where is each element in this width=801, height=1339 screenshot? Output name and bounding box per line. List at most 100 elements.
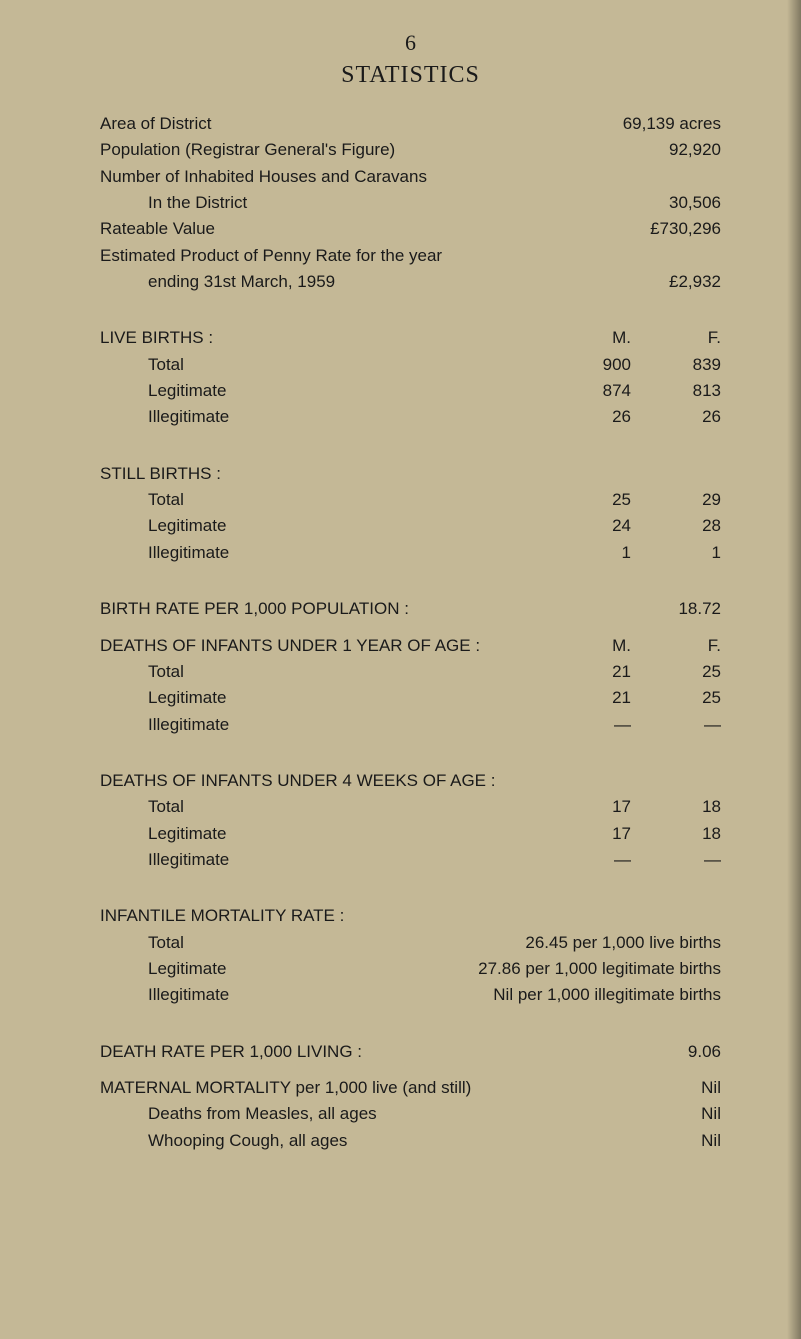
value-area: 69,139 acres — [623, 111, 721, 137]
page-title: STATISTICS — [100, 62, 721, 89]
page-edge-shadow — [787, 0, 801, 1339]
value-f: 18 — [631, 794, 721, 820]
value-f: 28 — [631, 513, 721, 539]
label-whooping: Whooping Cough, all ages — [100, 1128, 347, 1154]
label: Total — [100, 659, 184, 685]
label-birth-rate: BIRTH RATE PER 1,000 POPULATION : — [100, 596, 409, 622]
infant-1y-total: Total 21 25 — [100, 659, 721, 685]
row-whooping: Whooping Cough, all ages Nil — [100, 1128, 721, 1154]
statistics-page: 6 STATISTICS Area of District 69,139 acr… — [0, 0, 801, 1339]
label: Illegitimate — [100, 540, 229, 566]
value-in-district: 30,506 — [669, 190, 721, 216]
value-f: 29 — [631, 487, 721, 513]
still-births-illegitimate: Illegitimate 1 1 — [100, 540, 721, 566]
inf-mortality-legitimate: Legitimate 27.86 per 1,000 legitimate bi… — [100, 956, 721, 982]
value-f: 839 — [631, 352, 721, 378]
label-houses: Number of Inhabited Houses and Caravans — [100, 164, 427, 190]
label: Total — [100, 487, 184, 513]
live-births-total: Total 900 839 — [100, 352, 721, 378]
page-number: 6 — [100, 30, 721, 56]
live-births-illegitimate: Illegitimate 26 26 — [100, 404, 721, 430]
value-f: — — [631, 712, 721, 738]
infant-4w-illegitimate: Illegitimate — — — [100, 847, 721, 873]
label-population: Population (Registrar General's Figure) — [100, 137, 395, 163]
value-m: 25 — [541, 487, 631, 513]
value-m: 21 — [541, 685, 631, 711]
infant-4w-heading-row: DEATHS OF INFANTS UNDER 4 WEEKS OF AGE : — [100, 768, 721, 794]
value-m: 900 — [541, 352, 631, 378]
value-birth-rate: 18.72 — [678, 596, 721, 622]
value-m: — — [541, 712, 631, 738]
live-births-heading: LIVE BIRTHS : — [100, 325, 213, 351]
live-births-heading-row: LIVE BIRTHS : M. F. — [100, 325, 721, 351]
infant-1y-legitimate: Legitimate 21 25 — [100, 685, 721, 711]
label-area: Area of District — [100, 111, 211, 137]
value-whooping: Nil — [701, 1128, 721, 1154]
infant-4w-heading: DEATHS OF INFANTS UNDER 4 WEEKS OF AGE : — [100, 768, 495, 794]
value-penny: £2,932 — [669, 269, 721, 295]
label: Illegitimate — [100, 847, 229, 873]
label: Legitimate — [100, 378, 226, 404]
value-death-rate: 9.06 — [688, 1039, 721, 1065]
infant-1y-heading: DEATHS OF INFANTS UNDER 1 YEAR OF AGE : — [100, 633, 480, 659]
label-measles: Deaths from Measles, all ages — [100, 1101, 377, 1127]
label-penny-2: ending 31st March, 1959 — [100, 269, 335, 295]
col-header-f: F. — [631, 325, 721, 351]
label: Total — [100, 930, 184, 956]
value-m: 874 — [541, 378, 631, 404]
label-rateable: Rateable Value — [100, 216, 215, 242]
value-m: — — [541, 847, 631, 873]
label: Legitimate — [100, 956, 226, 982]
label: Illegitimate — [100, 982, 229, 1008]
row-maternal: MATERNAL MORTALITY per 1,000 live (and s… — [100, 1075, 721, 1101]
row-penny-1: Estimated Product of Penny Rate for the … — [100, 243, 721, 269]
infant-1y-illegitimate: Illegitimate — — — [100, 712, 721, 738]
value-m: 21 — [541, 659, 631, 685]
row-birth-rate: BIRTH RATE PER 1,000 POPULATION : 18.72 — [100, 596, 721, 622]
row-death-rate: DEATH RATE PER 1,000 LIVING : 9.06 — [100, 1039, 721, 1065]
col-header-m: M. — [541, 633, 631, 659]
value-f: 26 — [631, 404, 721, 430]
row-population: Population (Registrar General's Figure) … — [100, 137, 721, 163]
value-maternal: Nil — [701, 1075, 721, 1101]
row-rateable: Rateable Value £730,296 — [100, 216, 721, 242]
value: 26.45 per 1,000 live births — [525, 930, 721, 956]
label-death-rate: DEATH RATE PER 1,000 LIVING : — [100, 1039, 362, 1065]
inf-mortality-heading-row: INFANTILE MORTALITY RATE : — [100, 903, 721, 929]
label-maternal: MATERNAL MORTALITY per 1,000 live (and s… — [100, 1075, 471, 1101]
value-m: 17 — [541, 821, 631, 847]
value: 27.86 per 1,000 legitimate births — [478, 956, 721, 982]
value-measles: Nil — [701, 1101, 721, 1127]
label: Illegitimate — [100, 404, 229, 430]
label: Illegitimate — [100, 712, 229, 738]
inf-mortality-illegitimate: Illegitimate Nil per 1,000 illegitimate … — [100, 982, 721, 1008]
value-f: 1 — [631, 540, 721, 566]
value: Nil per 1,000 illegitimate births — [493, 982, 721, 1008]
label: Legitimate — [100, 513, 226, 539]
col-header-f: F. — [631, 633, 721, 659]
still-births-heading-row: STILL BIRTHS : — [100, 461, 721, 487]
value-m: 24 — [541, 513, 631, 539]
value-m: 17 — [541, 794, 631, 820]
row-measles: Deaths from Measles, all ages Nil — [100, 1101, 721, 1127]
label: Legitimate — [100, 821, 226, 847]
still-births-heading: STILL BIRTHS : — [100, 461, 221, 487]
infant-1y-heading-row: DEATHS OF INFANTS UNDER 1 YEAR OF AGE : … — [100, 633, 721, 659]
value-m: 1 — [541, 540, 631, 566]
inf-mortality-heading: INFANTILE MORTALITY RATE : — [100, 903, 344, 929]
still-births-total: Total 25 29 — [100, 487, 721, 513]
value-m: 26 — [541, 404, 631, 430]
label-penny-1: Estimated Product of Penny Rate for the … — [100, 243, 442, 269]
label-in-district: In the District — [100, 190, 247, 216]
label: Total — [100, 794, 184, 820]
live-births-legitimate: Legitimate 874 813 — [100, 378, 721, 404]
value-f: 25 — [631, 659, 721, 685]
infant-4w-legitimate: Legitimate 17 18 — [100, 821, 721, 847]
row-penny-2: ending 31st March, 1959 £2,932 — [100, 269, 721, 295]
infant-4w-total: Total 17 18 — [100, 794, 721, 820]
value-f: 813 — [631, 378, 721, 404]
row-area: Area of District 69,139 acres — [100, 111, 721, 137]
value-population: 92,920 — [669, 137, 721, 163]
col-header-m: M. — [541, 325, 631, 351]
label: Legitimate — [100, 685, 226, 711]
